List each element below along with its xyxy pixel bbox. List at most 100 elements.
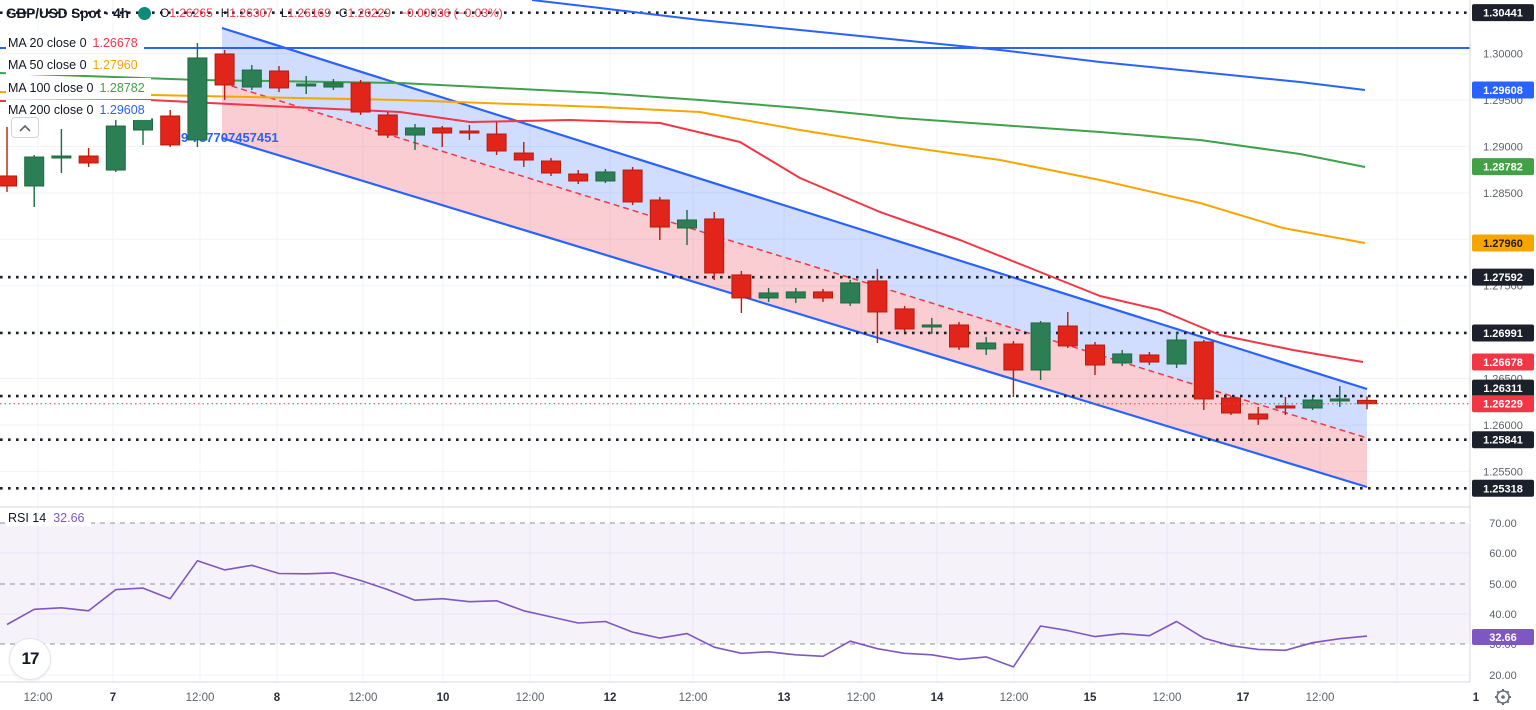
candle-body (813, 291, 833, 299)
candle-body (187, 57, 208, 141)
candle-body (677, 219, 697, 229)
collapse-legend-button[interactable] (11, 117, 39, 138)
time-axis[interactable]: 12:00 7 12:00 8 12:00 10 12:00 12 12:00 13 12:00 14… (24, 692, 1480, 704)
price-axis-badge (1472, 379, 1534, 397)
rsi-axis-badge-text: 32.66 (1489, 632, 1517, 644)
time-axis-label: 7 (110, 692, 116, 704)
rsi-axis-label: 60.00 (1489, 548, 1517, 560)
price-axis-badge-text: 1.26311 (1483, 383, 1522, 395)
candle-body (0, 175, 17, 187)
ma-legend-value: 1.28782 (99, 80, 145, 95)
price-axis-badge-text: 1.29608 (1483, 85, 1523, 97)
price-axis-badge-text: 1.30441 (1483, 8, 1523, 20)
ohlc-key: C (338, 6, 348, 20)
time-axis-label: 12:00 (24, 692, 53, 704)
tradingview-logo[interactable]: 17 (9, 638, 51, 680)
symbol-legend[interactable]: GBP/USD Spot · 4h O1.26265 H1.26307 L1.261… (6, 3, 503, 23)
price-axis-badge-text: 1.27960 (1483, 238, 1523, 250)
candle-body (595, 171, 616, 182)
rsi-axis-badge (1472, 629, 1534, 645)
price-axis-label: 1.28500 (1483, 188, 1523, 200)
market-status-icon (138, 6, 152, 20)
ohlc-values: O1.26265 H1.26307 L1.26169 C1.26229 (160, 6, 391, 20)
candle-body (214, 53, 235, 86)
candle-body (785, 291, 806, 299)
chevron-up-icon (19, 124, 31, 131)
price-axis-badge (1472, 324, 1534, 342)
candle-body (51, 155, 72, 159)
price-axis-badge (1472, 81, 1534, 99)
time-axis-label: 12:00 (1306, 692, 1335, 704)
time-axis-label: 12:00 (349, 692, 378, 704)
time-axis-label: 12:00 (1153, 692, 1182, 704)
price-level-lines[interactable] (0, 11, 1470, 490)
price-axis-badge (1472, 479, 1534, 497)
candle-body (24, 156, 45, 187)
candle-body (622, 169, 643, 203)
candle-body (704, 218, 725, 274)
rsi-axis-label: 70.00 (1489, 518, 1517, 530)
candle-body (269, 70, 289, 89)
ma-legend-row[interactable]: MA 20 close 0 1.26678 (6, 33, 144, 53)
time-axis-label: 12:00 (847, 692, 876, 704)
change-value: −0.00036 (−0.03%) (399, 6, 503, 20)
candle-body (649, 199, 670, 228)
candle-body (133, 118, 153, 131)
candle-body (1166, 339, 1187, 365)
candle-body (323, 82, 344, 88)
rsi-legend-label: RSI 14 (8, 511, 47, 525)
candle-body (1248, 413, 1269, 420)
ohlc-value: 1.26229 (347, 6, 391, 20)
candle-body (758, 292, 779, 299)
time-axis-label: 12:00 (679, 692, 708, 704)
candle-body (513, 152, 534, 161)
time-axis-label: 12:00 (516, 692, 545, 704)
rsi-axis-label: 40.00 (1489, 609, 1517, 621)
rsi-axis-label: 50.00 (1489, 579, 1517, 591)
candle-body (432, 127, 453, 134)
price-axis-badge-text: 1.26991 (1483, 328, 1523, 340)
gear-icon[interactable] (1495, 689, 1511, 705)
symbol-title[interactable]: GBP/USD Spot · 4h (6, 5, 130, 21)
ohlc-pair: C1.26229 (339, 6, 391, 20)
candle-body (541, 160, 561, 174)
candle-body (1057, 325, 1078, 347)
price-axis[interactable]: 1.300001.295001.290001.285001.275001.265… (1469, 0, 1536, 710)
ohlc-pair: H1.26307 (221, 6, 273, 20)
rsi-line (6, 559, 1368, 668)
time-axis-label: 14 (931, 692, 944, 704)
ma-legend-value: 1.26678 (92, 36, 138, 50)
candle-body (486, 133, 507, 152)
ma-line-ma200[interactable] (531, 0, 1366, 91)
price-axis-badge-text: 1.25318 (1483, 483, 1523, 495)
price-axis-badge (1472, 268, 1534, 286)
ma-legend-row[interactable]: MA 100 close 0 1.28782 (6, 77, 151, 98)
ohlc-key: H (220, 6, 230, 20)
ohlc-pair: L1.26169 (281, 6, 331, 20)
price-axis-badge-text: 1.27592 (1483, 272, 1523, 284)
price-axis-badge-text: 1.26229 (1483, 399, 1523, 411)
ohlc-key: L (280, 6, 288, 20)
ma-legend-row[interactable]: MA 200 close 0 1.29608 (6, 99, 151, 120)
candle-body (1329, 398, 1350, 402)
ma-line-ma100[interactable] (0, 72, 1366, 168)
parallel-channel-drawing[interactable] (221, 26, 1368, 489)
candle-body (1112, 353, 1133, 364)
time-axis-label: 1 (1473, 692, 1480, 704)
candle-body (731, 274, 752, 299)
tradingview-logo-glyph: 17 (21, 649, 40, 668)
price-axis-badge (1472, 431, 1534, 449)
rsi-legend[interactable]: RSI 14 32.66 (6, 510, 91, 526)
time-axis-label: 17 (1237, 692, 1250, 704)
candle-body (1030, 322, 1051, 371)
ma-legend-row[interactable]: MA 50 close 0 1.27960 (6, 55, 144, 76)
candle-body (459, 130, 480, 134)
candle-body (241, 69, 262, 88)
rsi-axis-label: 20.00 (1489, 670, 1517, 682)
ma-legend-label: MA 200 close 0 (8, 102, 94, 117)
ohlc-value: 1.26169 (287, 6, 331, 20)
price-axis-label: 1.25500 (1483, 466, 1523, 478)
price-axis-label: 1.30000 (1483, 49, 1523, 61)
